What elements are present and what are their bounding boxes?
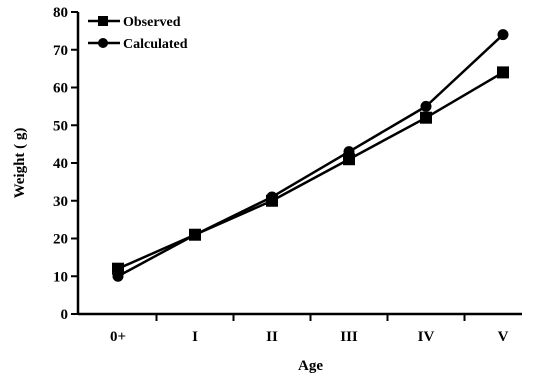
- data-point-circle: [266, 191, 278, 203]
- legend-item: Calculated: [88, 37, 188, 52]
- data-point-circle: [343, 146, 355, 158]
- y-tick-label: 40: [53, 156, 68, 172]
- y-tick-label: 30: [53, 194, 68, 210]
- series-line: [117, 33, 504, 278]
- legend-marker-circle: [98, 38, 108, 48]
- x-tick-label: II: [266, 329, 278, 345]
- x-tick-label: 0+: [110, 329, 126, 345]
- data-point-circle: [497, 29, 509, 41]
- y-tick-label: 20: [53, 232, 68, 248]
- data-point-circle: [420, 100, 432, 112]
- x-tick-label: III: [340, 329, 358, 345]
- legend-label: Calculated: [123, 37, 188, 52]
- series-layer: [112, 29, 509, 282]
- x-tick-label: IV: [418, 329, 435, 345]
- legend-item: Observed: [88, 15, 181, 30]
- y-tick-label: 10: [53, 269, 68, 285]
- legend: Observed Calculated: [88, 15, 188, 52]
- y-tick-label: 0: [61, 307, 69, 323]
- series-calculated: [112, 29, 509, 282]
- data-point-circle: [189, 229, 201, 241]
- y-tick-label: 80: [53, 5, 68, 21]
- data-point-square: [420, 111, 432, 124]
- x-axis-title: Age: [298, 358, 323, 374]
- x-tick-label: I: [192, 329, 198, 345]
- x-ticks: 0+ I II III IV V: [110, 314, 509, 345]
- legend-label: Observed: [123, 15, 181, 30]
- y-tick-label: 50: [53, 118, 68, 134]
- y-tick-label: 70: [53, 43, 68, 59]
- axes: [76, 12, 522, 316]
- y-axis-title: Weight ( g): [12, 128, 28, 199]
- x-tick-label: V: [498, 329, 509, 345]
- series-line: [117, 71, 504, 270]
- y-ticks: 0 10 20 30 40 50 60 70 80: [53, 5, 78, 323]
- series-observed: [112, 66, 509, 275]
- y-tick-label: 60: [53, 81, 68, 97]
- data-point-square: [497, 66, 509, 79]
- data-point-circle: [112, 270, 124, 282]
- legend-marker-square: [98, 16, 108, 26]
